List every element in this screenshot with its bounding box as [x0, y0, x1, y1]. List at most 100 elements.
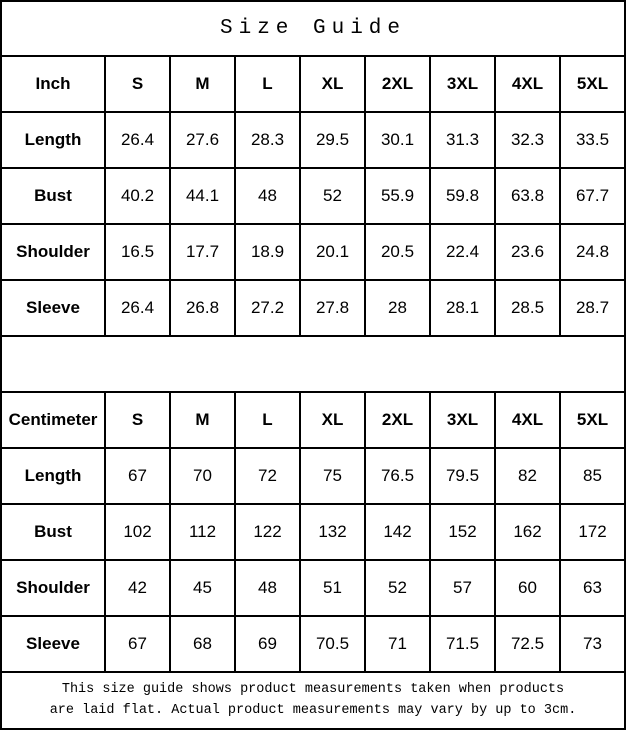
- inch-row-length: Length 26.4 27.6 28.3 29.5 30.1 31.3 32.3 33.5: [0, 111, 626, 169]
- measurement-value: 67: [104, 615, 171, 673]
- measurement-value: 44.1: [169, 167, 236, 225]
- inch-size-header: 4XL: [494, 55, 561, 113]
- measurement-value: 63.8: [494, 167, 561, 225]
- inch-size-header: XL: [299, 55, 366, 113]
- measurement-value: 27.2: [234, 279, 301, 337]
- title-section: Size Guide: [0, 0, 626, 57]
- inch-size-header: 3XL: [429, 55, 496, 113]
- row-label: Shoulder: [0, 559, 106, 617]
- measurement-value: 23.6: [494, 223, 561, 281]
- footer-section: This size guide shows product measuremen…: [0, 671, 626, 730]
- inch-size-header: S: [104, 55, 171, 113]
- measurement-value: 42: [104, 559, 171, 617]
- measurement-value: 122: [234, 503, 301, 561]
- measurement-value: 71.5: [429, 615, 496, 673]
- spacer-row: [0, 335, 626, 393]
- spacer-cell: [0, 335, 626, 393]
- inch-size-header: M: [169, 55, 236, 113]
- measurement-value: 45: [169, 559, 236, 617]
- measurement-value: 59.8: [429, 167, 496, 225]
- measurement-value: 72.5: [494, 615, 561, 673]
- measurement-value: 67: [104, 447, 171, 505]
- measurement-value: 48: [234, 167, 301, 225]
- measurement-value: 24.8: [559, 223, 626, 281]
- measurement-value: 82: [494, 447, 561, 505]
- measurement-value: 16.5: [104, 223, 171, 281]
- inch-row-bust: Bust 40.2 44.1 48 52 55.9 59.8 63.8 67.7: [0, 167, 626, 225]
- measurement-value: 60: [494, 559, 561, 617]
- measurement-value: 26.4: [104, 279, 171, 337]
- measurement-value: 73: [559, 615, 626, 673]
- measurement-value: 18.9: [234, 223, 301, 281]
- measurement-value: 28.3: [234, 111, 301, 169]
- inch-table-section: Inch S M L XL 2XL 3XL 4XL 5XL Length 26.4 27.6 28.3 2…: [0, 55, 626, 337]
- measurement-value: 20.1: [299, 223, 366, 281]
- measurement-value: 28.1: [429, 279, 496, 337]
- measurement-value: 30.1: [364, 111, 431, 169]
- measurement-value: 52: [364, 559, 431, 617]
- footer-note-line2: are laid flat. Actual product measuremen…: [49, 702, 577, 718]
- measurement-value: 27.8: [299, 279, 366, 337]
- measurement-value: 52: [299, 167, 366, 225]
- inch-size-header: 5XL: [559, 55, 626, 113]
- measurement-value: 76.5: [364, 447, 431, 505]
- row-label: Sleeve: [0, 615, 106, 673]
- centimeter-size-header: 2XL: [364, 391, 431, 449]
- measurement-value: 162: [494, 503, 561, 561]
- measurement-value: 79.5: [429, 447, 496, 505]
- measurement-value: 57: [429, 559, 496, 617]
- inch-row-shoulder: Shoulder 16.5 17.7 18.9 20.1 20.5 22.4 23.6 24.8: [0, 223, 626, 281]
- page-title: Size Guide: [0, 0, 626, 57]
- measurement-value: 63: [559, 559, 626, 617]
- centimeter-unit-label: Centimeter: [0, 391, 106, 449]
- centimeter-header-row: Centimeter S M L XL 2XL 3XL 4XL 5XL: [0, 391, 626, 449]
- measurement-value: 26.4: [104, 111, 171, 169]
- measurement-value: 68: [169, 615, 236, 673]
- measurement-value: 70: [169, 447, 236, 505]
- row-label: Shoulder: [0, 223, 106, 281]
- inch-header-row: Inch S M L XL 2XL 3XL 4XL 5XL: [0, 55, 626, 113]
- measurement-value: 26.8: [169, 279, 236, 337]
- measurement-value: 22.4: [429, 223, 496, 281]
- footer-note-line1: This size guide shows product measuremen…: [61, 681, 565, 697]
- measurement-value: 48: [234, 559, 301, 617]
- measurement-value: 27.6: [169, 111, 236, 169]
- measurement-value: 75: [299, 447, 366, 505]
- measurement-value: 31.3: [429, 111, 496, 169]
- centimeter-size-header: 5XL: [559, 391, 626, 449]
- measurement-value: 142: [364, 503, 431, 561]
- centimeter-row-shoulder: Shoulder 42 45 48 51 52 57 60 63: [0, 559, 626, 617]
- measurement-value: 17.7: [169, 223, 236, 281]
- row-label: Length: [0, 111, 106, 169]
- centimeter-size-header: XL: [299, 391, 366, 449]
- measurement-value: 67.7: [559, 167, 626, 225]
- title-row: Size Guide: [0, 0, 626, 57]
- measurement-value: 172: [559, 503, 626, 561]
- measurement-value: 72: [234, 447, 301, 505]
- centimeter-size-header: 4XL: [494, 391, 561, 449]
- row-label: Length: [0, 447, 106, 505]
- measurement-value: 152: [429, 503, 496, 561]
- measurement-value: 28.7: [559, 279, 626, 337]
- centimeter-row-length: Length 67 70 72 75 76.5 79.5 82 85: [0, 447, 626, 505]
- centimeter-row-sleeve: Sleeve 67 68 69 70.5 71 71.5 72.5 73: [0, 615, 626, 673]
- centimeter-size-header: 3XL: [429, 391, 496, 449]
- inch-unit-label: Inch: [0, 55, 106, 113]
- row-label: Bust: [0, 167, 106, 225]
- measurement-value: 71: [364, 615, 431, 673]
- measurement-value: 20.5: [364, 223, 431, 281]
- centimeter-row-bust: Bust 102 112 122 132 142 152 162 172: [0, 503, 626, 561]
- measurement-value: 51: [299, 559, 366, 617]
- centimeter-size-header: S: [104, 391, 171, 449]
- footer-note: This size guide shows product measuremen…: [0, 671, 626, 730]
- measurement-value: 70.5: [299, 615, 366, 673]
- row-label: Sleeve: [0, 279, 106, 337]
- measurement-value: 55.9: [364, 167, 431, 225]
- measurement-value: 40.2: [104, 167, 171, 225]
- inch-size-header: 2XL: [364, 55, 431, 113]
- centimeter-size-header: L: [234, 391, 301, 449]
- centimeter-table-section: Centimeter S M L XL 2XL 3XL 4XL 5XL Length 67 70 72 7…: [0, 391, 626, 673]
- centimeter-size-header: M: [169, 391, 236, 449]
